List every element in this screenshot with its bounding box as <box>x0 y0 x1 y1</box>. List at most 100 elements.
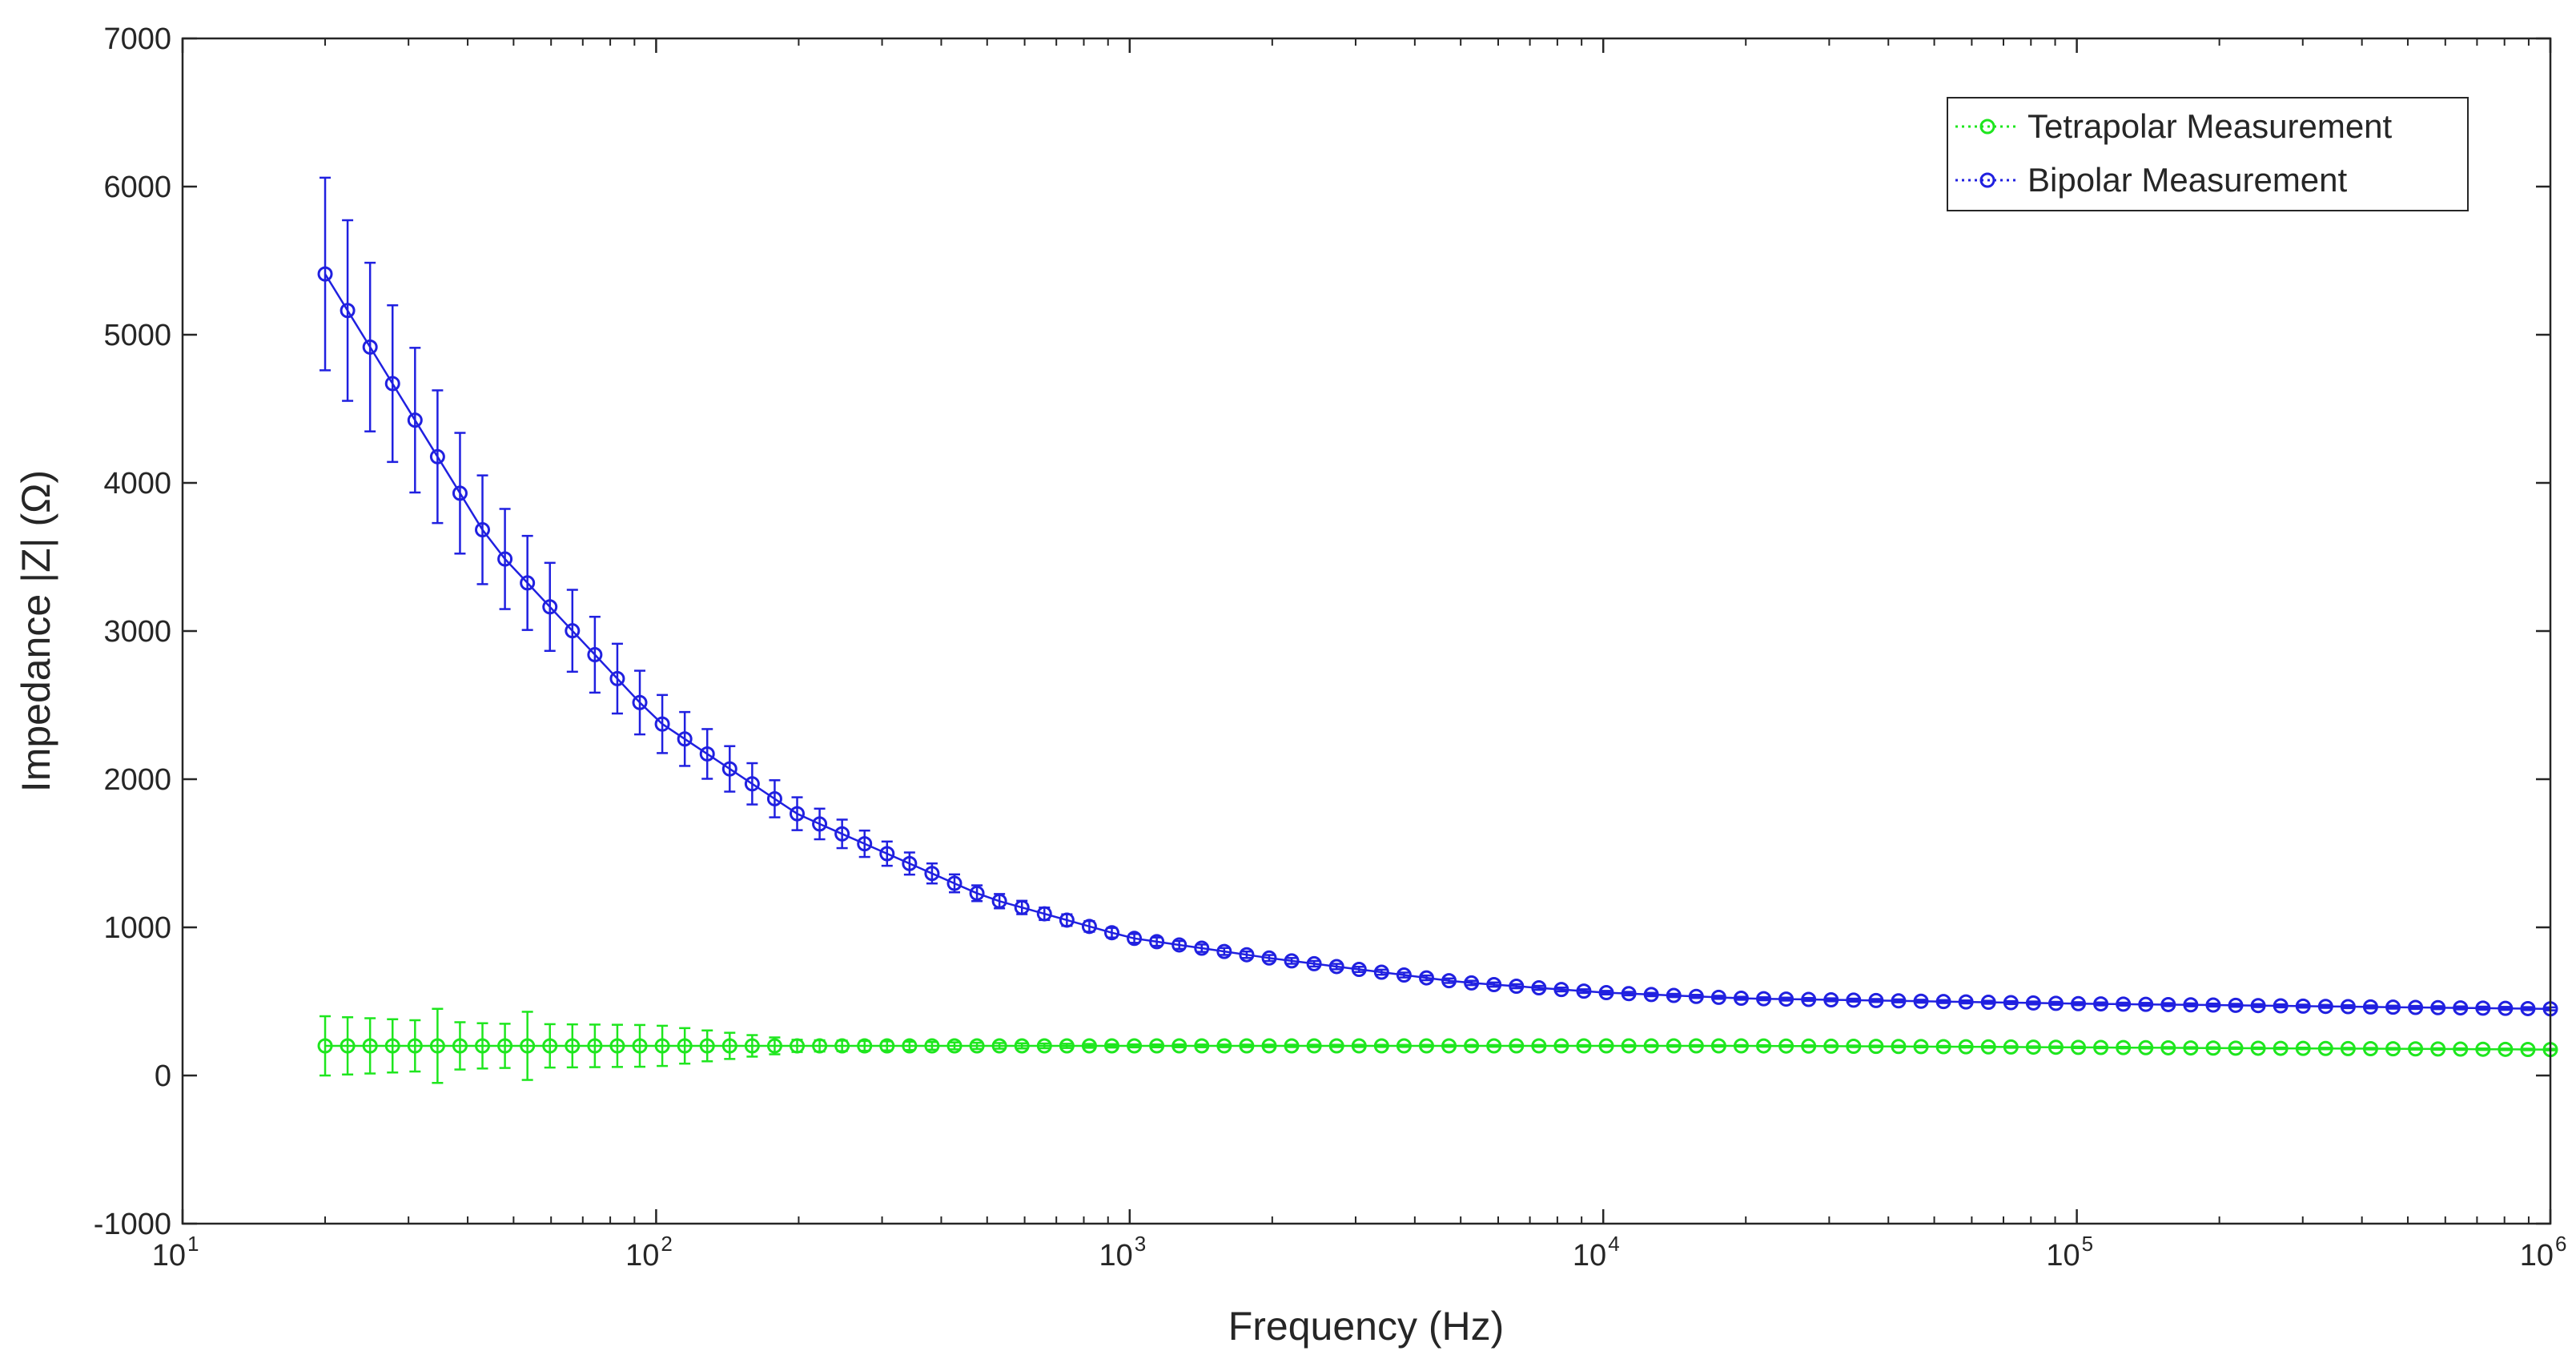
data-point <box>1823 991 1839 1007</box>
x-tick-label-base: 10 <box>2046 1239 2080 1272</box>
data-point <box>1621 1038 1637 1054</box>
data-point <box>1891 993 1907 1009</box>
data-point <box>1801 1038 1817 1054</box>
data-point <box>587 647 603 663</box>
data-point <box>2520 1000 2536 1016</box>
data-point <box>2475 1041 2491 1057</box>
data-point <box>565 623 581 639</box>
data-point <box>317 1038 333 1054</box>
data-point <box>2475 1000 2491 1016</box>
data-point <box>1688 988 1704 1004</box>
data-point <box>1643 1038 1659 1054</box>
data-point <box>384 1038 400 1054</box>
data-point <box>766 1038 782 1054</box>
data-point <box>2317 999 2333 1015</box>
data-point <box>2138 996 2154 1012</box>
legend: Tetrapolar Measurement Bipolar Measureme… <box>1947 97 2469 211</box>
data-point <box>1958 1039 1974 1055</box>
data-point <box>1036 1038 1052 1054</box>
legend-box <box>1947 97 2469 211</box>
data-point <box>1598 985 1614 1001</box>
data-point <box>1373 964 1389 980</box>
data-point <box>1778 1038 1794 1054</box>
data-point <box>2025 995 2041 1011</box>
data-point <box>2385 999 2401 1015</box>
data-point <box>340 1038 356 1054</box>
data-point <box>2340 999 2356 1015</box>
data-point <box>766 790 782 806</box>
y-tick-label: 3000 <box>103 615 171 649</box>
data-point <box>1688 1038 1704 1054</box>
data-point <box>1306 955 1322 971</box>
data-point <box>1756 991 1772 1007</box>
data-point <box>2453 1041 2469 1057</box>
data-point <box>1373 1038 1389 1054</box>
data-point <box>1328 1038 1344 1054</box>
x-tick-label-base: 10 <box>1573 1239 1606 1272</box>
data-point <box>1171 1038 1188 1054</box>
data-point <box>1553 982 1569 998</box>
data-point <box>2250 998 2266 1014</box>
data-point <box>2228 1040 2244 1056</box>
data-point <box>1486 976 1502 992</box>
x-tick-label-exponent: 5 <box>2082 1232 2093 1256</box>
data-point <box>2362 999 2378 1015</box>
data-point <box>1441 1038 1457 1054</box>
data-point <box>2430 1041 2446 1057</box>
data-point <box>677 731 693 747</box>
data-point <box>497 551 513 567</box>
data-point <box>2116 1039 2132 1055</box>
data-point <box>1059 912 1075 928</box>
data-point <box>1823 1038 1839 1054</box>
data-point <box>2273 1040 2289 1056</box>
data-point <box>1328 959 1344 975</box>
data-point <box>2183 997 2199 1013</box>
data-point <box>2093 996 2109 1012</box>
data-point <box>429 448 445 464</box>
data-point <box>1127 1038 1143 1054</box>
data-point <box>340 303 356 319</box>
data-point <box>520 575 536 591</box>
data-point <box>790 1038 806 1054</box>
data-point <box>1710 989 1726 1005</box>
series-line <box>324 273 2551 1011</box>
data-point <box>969 1038 985 1054</box>
data-point <box>1396 1038 1412 1054</box>
data-point <box>1509 1038 1525 1054</box>
data-point <box>1261 1038 1277 1054</box>
data-point <box>1081 919 1097 935</box>
x-tick-label: 10 5 <box>2046 1232 2093 1272</box>
x-tick-label-base: 10 <box>2520 1239 2554 1272</box>
data-point <box>699 1038 715 1054</box>
data-point <box>497 1038 513 1054</box>
data-point <box>834 1038 850 1054</box>
data-point <box>1710 1038 1726 1054</box>
data-point <box>834 826 850 842</box>
data-point <box>1980 995 1996 1011</box>
data-point <box>1486 1038 1502 1054</box>
data-point <box>1418 970 1434 986</box>
data-point <box>1868 992 1884 1008</box>
data-point <box>2205 1040 2221 1056</box>
data-point <box>2093 1039 2109 1055</box>
data-point <box>924 866 940 882</box>
data-point <box>542 1038 558 1054</box>
data-point <box>1103 925 1119 941</box>
data-point <box>1014 899 1030 915</box>
data-point <box>744 776 760 792</box>
data-point <box>2408 999 2424 1015</box>
legend-marker-bipolar <box>1979 172 1995 188</box>
data-point <box>2048 1039 2064 1055</box>
data-point <box>1059 1038 1075 1054</box>
x-tick-label: 10 1 <box>152 1232 199 1272</box>
data-point <box>812 1038 828 1054</box>
data-point <box>924 1038 940 1054</box>
data-point <box>2273 998 2289 1014</box>
x-tick-label-base: 10 <box>625 1239 659 1272</box>
data-point <box>1351 1038 1367 1054</box>
data-point <box>362 339 378 355</box>
data-point <box>2430 999 2446 1015</box>
data-point <box>452 485 468 501</box>
data-point <box>1643 987 1659 1003</box>
